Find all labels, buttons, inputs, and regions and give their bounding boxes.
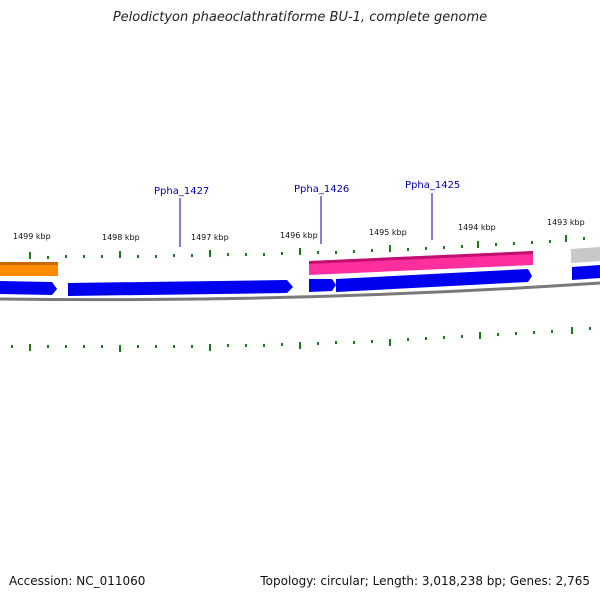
- kbp-label: 1493 kbp: [547, 218, 585, 227]
- gene-ppha-1425[interactable]: [309, 251, 533, 275]
- gene-label-ppha-1426[interactable]: Ppha_1426: [294, 184, 349, 195]
- kbp-label: 1494 kbp: [458, 223, 496, 232]
- lower-tick-ring: [11, 327, 591, 352]
- gene-label-ppha-1425[interactable]: Ppha_1425: [405, 180, 460, 191]
- gene-ppha-1427[interactable]: [68, 280, 293, 296]
- kbp-label: 1497 kbp: [191, 233, 229, 242]
- gene-label-ppha-1427[interactable]: Ppha_1427: [154, 186, 209, 197]
- gene-blue-edge[interactable]: [572, 265, 600, 280]
- gene-orange-highlight: [0, 262, 58, 265]
- kbp-label: 1495 kbp: [369, 228, 407, 237]
- kbp-label: 1499 kbp: [13, 232, 51, 241]
- upper-tick-ring: [29, 235, 585, 259]
- gene-blue-left[interactable]: [0, 281, 57, 295]
- genome-summary-text: Topology: circular; Length: 3,018,238 bp…: [260, 574, 590, 588]
- genome-backbone: [0, 281, 600, 302]
- gene-blue-right[interactable]: [336, 269, 532, 292]
- gene-gray[interactable]: [571, 247, 600, 263]
- gene-ppha-1426[interactable]: [309, 279, 336, 292]
- gene-orange[interactable]: [0, 262, 58, 276]
- accession-text: Accession: NC_011060: [9, 574, 146, 588]
- map-title: Pelodictyon phaeoclathratiforme BU-1, co…: [112, 10, 488, 25]
- kbp-label: 1498 kbp: [102, 233, 140, 242]
- kbp-label: 1496 kbp: [280, 231, 318, 240]
- gene-label-lines: [179, 193, 433, 247]
- gene-ppha-1425-edge: [309, 251, 533, 264]
